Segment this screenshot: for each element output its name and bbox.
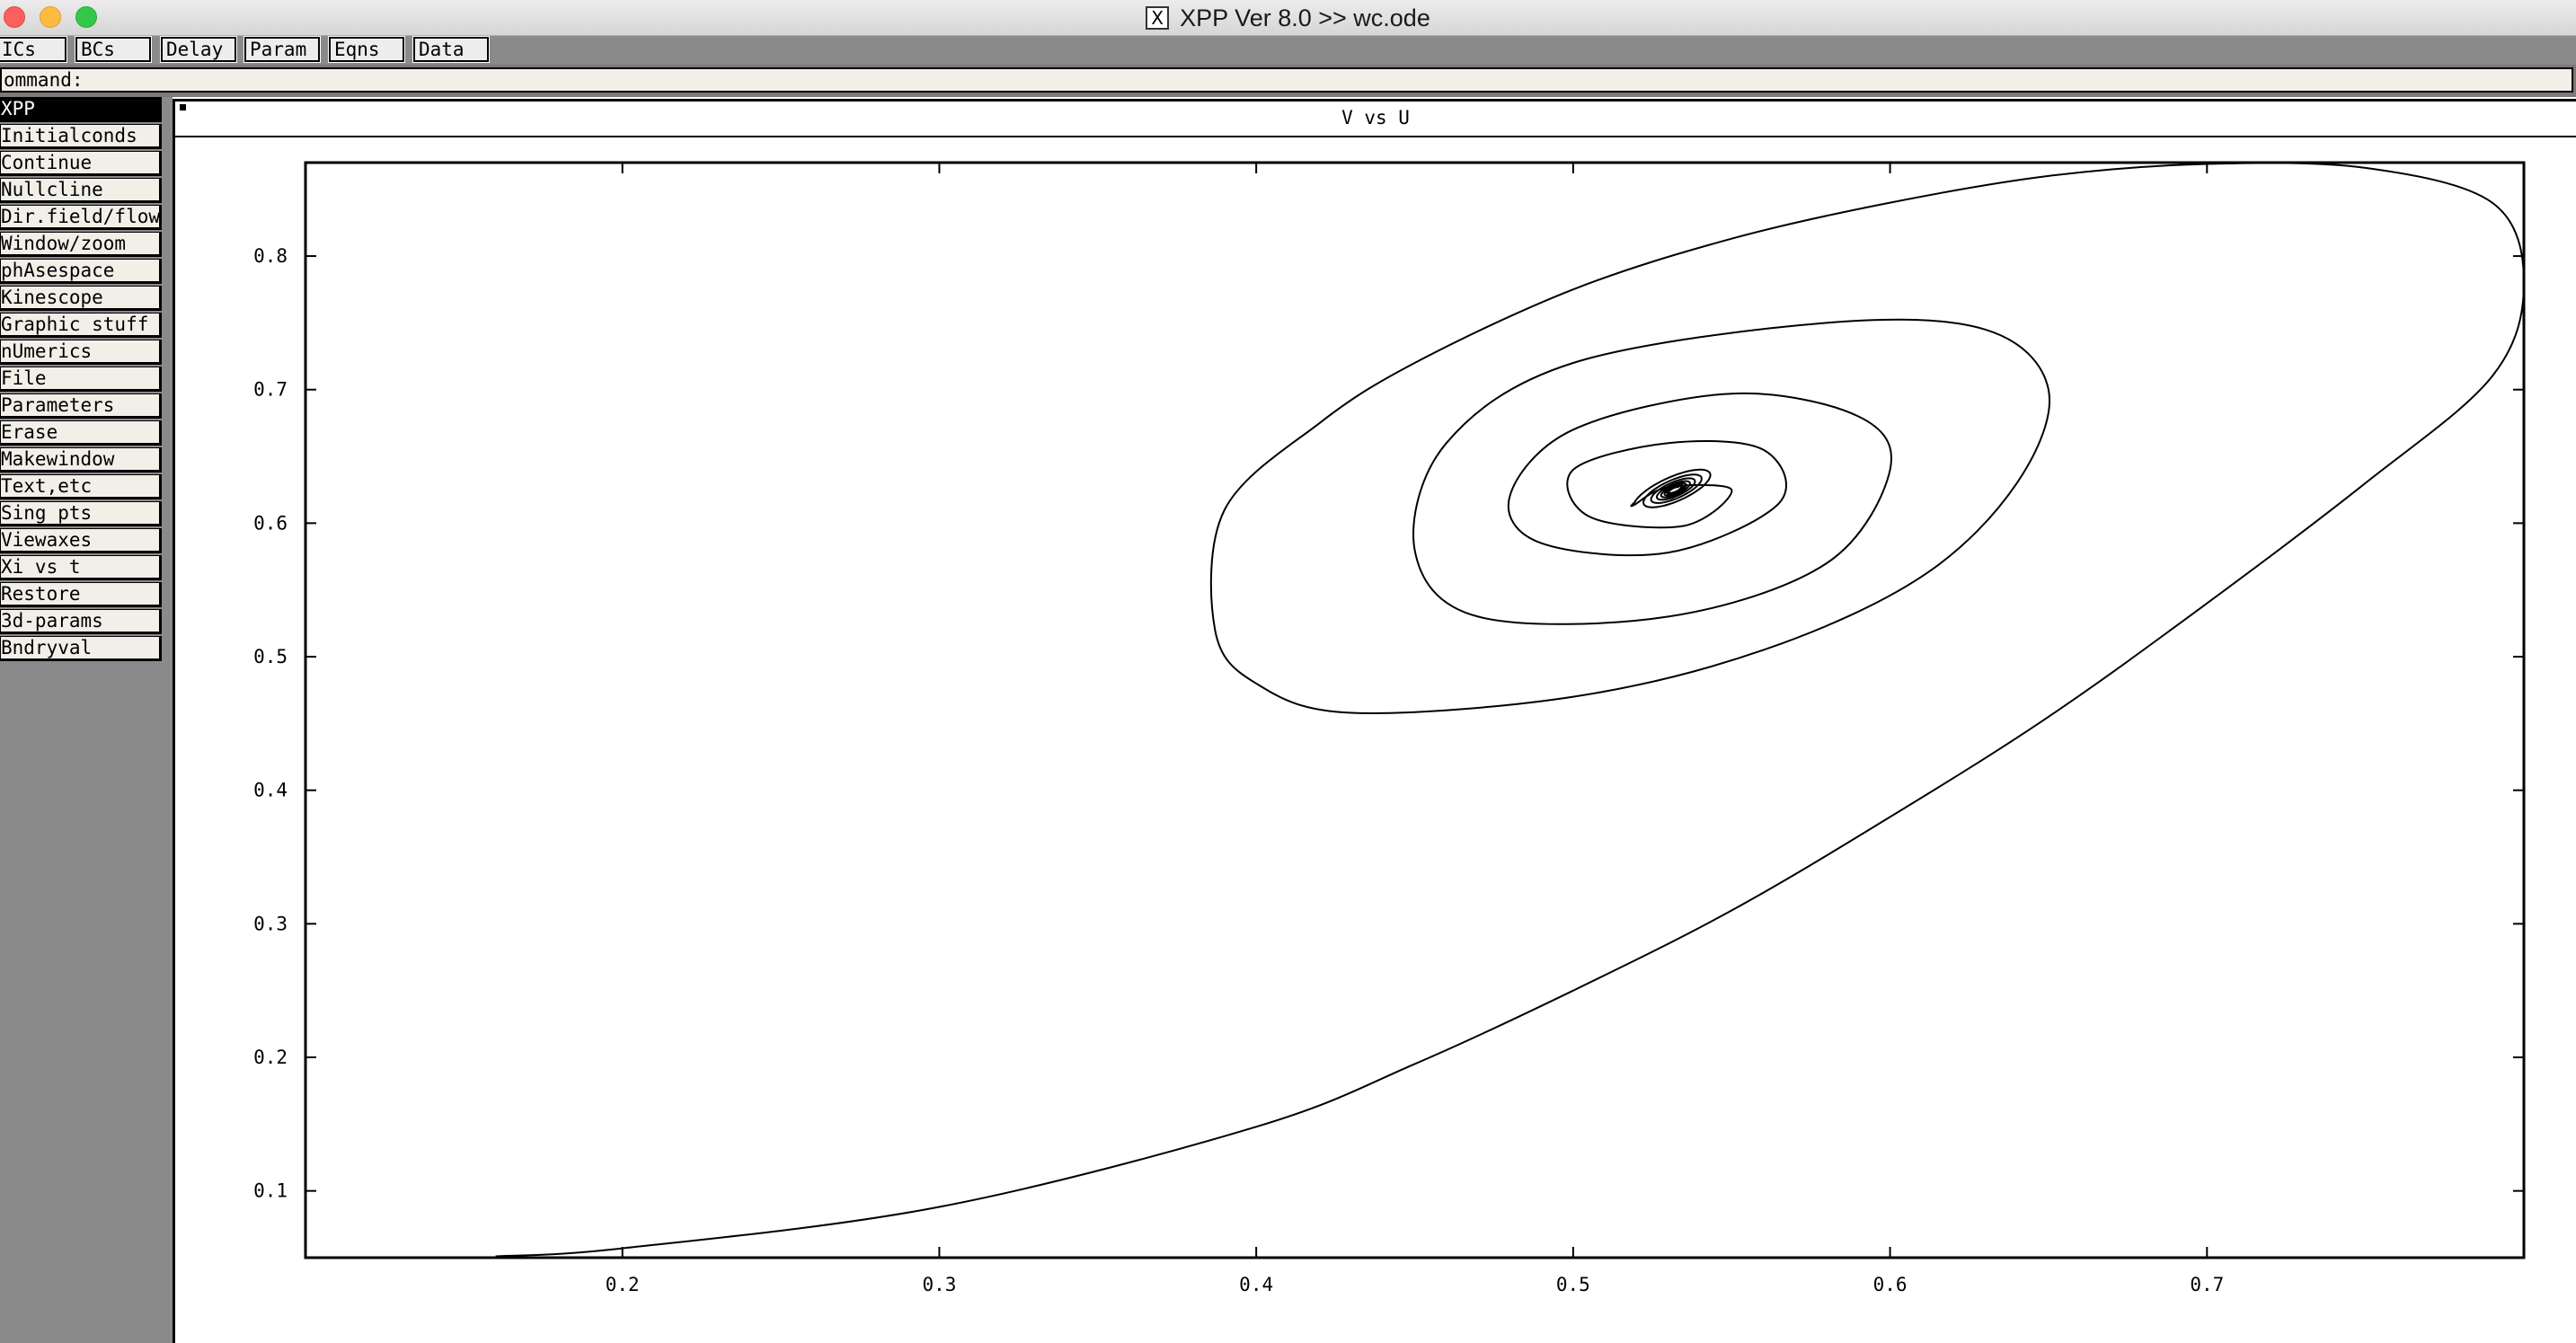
param-button[interactable]: Param (243, 36, 321, 63)
menu-item-nullcline[interactable]: Nullcline (0, 178, 162, 203)
phase-plane-plot[interactable]: 0.2 0.3 0.4 0.5 0.6 0.7 0.1 0.2 0.3 0.4 0.5 0.6 0.7 0… (175, 102, 2576, 1343)
x-tick-label: 0.4 (1239, 1274, 1273, 1295)
menu-item-window-zoom[interactable]: Window/zoom (0, 232, 162, 257)
graph-title: V vs U (1341, 107, 1410, 128)
y-tick-label: 0.8 (253, 245, 288, 267)
menu-item-continue[interactable]: Continue (0, 151, 162, 176)
graphics-window[interactable]: V vs U 0.2 0.3 0.4 0.5 0.6 0.7 0.1 0.2 0.3 0.4 0.5… (173, 99, 2576, 1343)
main-menu: XPP Initialconds Continue Nullcline Dir.fiel… (0, 97, 173, 1343)
ics-button[interactable]: ICs (0, 36, 67, 63)
data-button[interactable]: Data (412, 36, 490, 63)
menu-item-sing-pts[interactable]: Sing pts (0, 501, 162, 526)
menu-item-viewaxes[interactable]: Viewaxes (0, 528, 162, 553)
menu-item-phasespace[interactable]: phAsespace (0, 259, 162, 284)
window-title-group: X XPP Ver 8.0 >> wc.ode (0, 0, 2576, 36)
menu-item-3d-params[interactable]: 3d-params (0, 609, 162, 634)
title-bar: X XPP Ver 8.0 >> wc.ode (0, 0, 2576, 36)
menu-item-xpp[interactable]: XPP (0, 97, 162, 122)
menu-item-graphic-stuff[interactable]: Graphic stuff (0, 313, 162, 338)
close-window-button[interactable] (4, 6, 25, 28)
window-corner-mark (180, 104, 186, 110)
y-tick-label: 0.2 (253, 1047, 288, 1068)
toolbar: ICs BCs Delay Param Eqns Data (0, 36, 2576, 65)
y-tick-label: 0.6 (253, 512, 288, 534)
menu-item-restore[interactable]: Restore (0, 582, 162, 607)
delay-button[interactable]: Delay (160, 36, 237, 63)
menu-item-dir-field-flow[interactable]: Dir.field/flow (0, 205, 162, 230)
menu-item-bndryval[interactable]: Bndryval (0, 636, 162, 661)
x-tick-label: 0.5 (1556, 1274, 1590, 1295)
x-tick-label: 0.7 (2190, 1274, 2224, 1295)
title-divider (175, 136, 2576, 137)
menu-item-file[interactable]: File (0, 367, 162, 392)
menu-item-xi-vs-t[interactable]: Xi vs t (0, 555, 162, 580)
menu-item-text-etc[interactable]: Text,etc (0, 474, 162, 499)
trajectory-line (495, 162, 2526, 1258)
plot-frame (304, 161, 2526, 1259)
command-label: ommand: (4, 69, 84, 91)
window-title: XPP Ver 8.0 >> wc.ode (1180, 4, 1430, 31)
minimize-window-button[interactable] (40, 6, 61, 28)
command-row: ommand: (0, 65, 2576, 97)
maximize-window-button[interactable] (75, 6, 97, 28)
menu-item-parameters[interactable]: Parameters (0, 393, 162, 419)
menu-item-erase[interactable]: Erase (0, 420, 162, 446)
y-tick-label: 0.1 (253, 1180, 288, 1202)
menu-item-makewindow[interactable]: Makewindow (0, 447, 162, 473)
x-tick-label: 0.2 (606, 1274, 640, 1295)
menu-item-kinescope[interactable]: Kinescope (0, 286, 162, 311)
y-tick-label: 0.4 (253, 780, 288, 801)
y-tick-label: 0.3 (253, 913, 288, 934)
x-tick-label: 0.6 (1873, 1274, 1908, 1295)
menu-item-initialconds[interactable]: Initialconds (0, 124, 162, 149)
y-tick-label: 0.5 (253, 646, 288, 667)
bcs-button[interactable]: BCs (75, 36, 152, 63)
command-input[interactable] (83, 69, 2420, 91)
menu-item-numerics[interactable]: nUmerics (0, 340, 162, 365)
command-box: ommand: (0, 67, 2573, 93)
x11-icon: X (1146, 6, 1170, 30)
y-tick-label: 0.7 (253, 379, 288, 401)
eqns-button[interactable]: Eqns (328, 36, 405, 63)
x-tick-label: 0.3 (922, 1274, 956, 1295)
